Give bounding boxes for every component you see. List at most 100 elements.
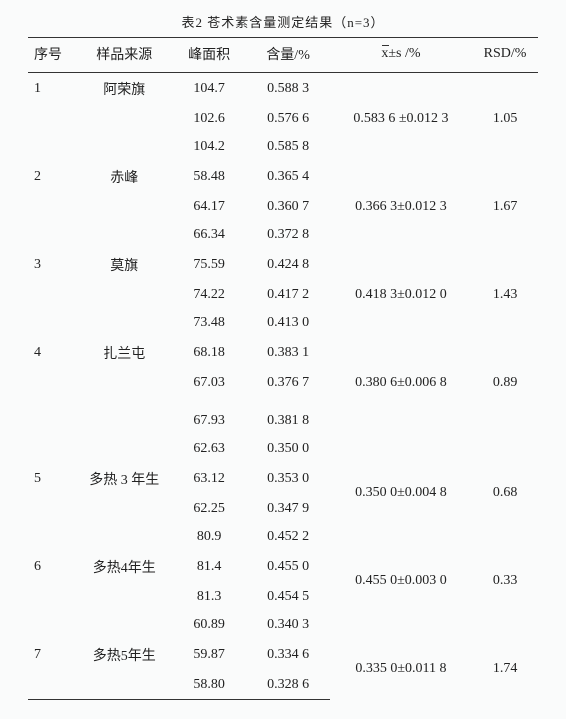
table-row: 73.480.413 0 <box>28 309 538 337</box>
cell-content: 0.424 8 <box>246 249 329 281</box>
cell-xs <box>330 133 472 161</box>
cell-seq <box>28 221 76 249</box>
cell-source <box>76 193 171 221</box>
cell-seq: 1 <box>28 73 76 106</box>
table-row: 1阿荣旗104.70.588 3 <box>28 73 538 106</box>
cell-content: 0.365 4 <box>246 161 329 193</box>
cell-content: 0.381 8 <box>246 397 329 435</box>
cell-area: 80.9 <box>172 523 246 551</box>
cell-seq: 5 <box>28 463 76 495</box>
cell-source <box>76 221 171 249</box>
cell-source: 多热5年生 <box>76 639 171 671</box>
cell-content: 0.383 1 <box>246 337 329 369</box>
cell-rsd <box>472 133 538 161</box>
table-row: 4扎兰屯68.180.383 1 <box>28 337 538 369</box>
cell-content: 0.328 6 <box>246 671 329 700</box>
table-row: 74.220.417 20.418 3±0.012 01.43 <box>28 281 538 309</box>
cell-xs: 0.366 3±0.012 3 <box>330 193 472 221</box>
cell-area: 60.89 <box>172 611 246 639</box>
cell-rsd <box>472 309 538 337</box>
table-caption: 表2 苍术素含量测定结果（n=3） <box>28 12 538 31</box>
cell-xs <box>330 221 472 249</box>
table-row: 5多热 3 年生63.120.353 00.350 0±0.004 80.68 <box>28 463 538 495</box>
cell-area: 62.25 <box>172 495 246 523</box>
cell-seq: 3 <box>28 249 76 281</box>
cell-source <box>76 133 171 161</box>
cell-seq <box>28 133 76 161</box>
cell-seq <box>28 193 76 221</box>
table-row: 104.20.585 8 <box>28 133 538 161</box>
cell-area: 64.17 <box>172 193 246 221</box>
cell-area: 62.63 <box>172 435 246 463</box>
cell-content: 0.350 0 <box>246 435 329 463</box>
cell-seq <box>28 281 76 309</box>
cell-xs <box>330 611 472 639</box>
cell-area: 67.93 <box>172 397 246 435</box>
cell-seq <box>28 435 76 463</box>
cell-area: 75.59 <box>172 249 246 281</box>
cell-xs <box>330 397 472 435</box>
cell-xs: 0.583 6 ±0.012 3 <box>330 105 472 133</box>
cell-rsd <box>472 611 538 639</box>
table-row: 80.90.452 2 <box>28 523 538 551</box>
cell-source: 多热 3 年生 <box>76 463 171 495</box>
cell-source <box>76 583 171 611</box>
cell-xs: 0.335 0±0.011 8 <box>330 639 472 700</box>
cell-seq: 7 <box>28 639 76 671</box>
col-xs: x±s /% <box>330 38 472 73</box>
col-seq: 序号 <box>28 38 76 73</box>
cell-area: 63.12 <box>172 463 246 495</box>
cell-area: 68.18 <box>172 337 246 369</box>
cell-content: 0.585 8 <box>246 133 329 161</box>
cell-xs: 0.418 3±0.012 0 <box>330 281 472 309</box>
cell-rsd: 0.68 <box>472 463 538 523</box>
col-rsd: RSD/% <box>472 38 538 73</box>
cell-rsd: 1.74 <box>472 639 538 700</box>
cell-seq: 4 <box>28 337 76 369</box>
cell-area: 81.4 <box>172 551 246 583</box>
cell-rsd: 1.43 <box>472 281 538 309</box>
cell-content: 0.588 3 <box>246 73 329 106</box>
cell-xs: 0.455 0±0.003 0 <box>330 551 472 611</box>
cell-content: 0.452 2 <box>246 523 329 551</box>
cell-source <box>76 495 171 523</box>
cell-seq <box>28 397 76 435</box>
xbar-symbol: x <box>381 46 388 62</box>
table-row: 66.340.372 8 <box>28 221 538 249</box>
cell-source: 赤峰 <box>76 161 171 193</box>
cell-area: 104.2 <box>172 133 246 161</box>
results-table: 序号 样品来源 峰面积 含量/% x±s /% RSD/% 1阿荣旗104.70… <box>28 37 538 700</box>
cell-source <box>76 369 171 397</box>
cell-source <box>76 671 171 700</box>
cell-area: 67.03 <box>172 369 246 397</box>
cell-content: 0.576 6 <box>246 105 329 133</box>
cell-seq <box>28 309 76 337</box>
cell-rsd: 1.67 <box>472 193 538 221</box>
cell-source: 莫旗 <box>76 249 171 281</box>
col-source: 样品来源 <box>76 38 171 73</box>
cell-content: 0.455 0 <box>246 551 329 583</box>
xs-suffix: ±s /% <box>388 46 420 61</box>
cell-rsd <box>472 435 538 463</box>
cell-xs: 0.380 6±0.006 8 <box>330 369 472 397</box>
cell-seq <box>28 583 76 611</box>
cell-source: 阿荣旗 <box>76 73 171 106</box>
cell-rsd: 0.89 <box>472 369 538 397</box>
table-row: 3莫旗75.590.424 8 <box>28 249 538 281</box>
cell-area: 58.80 <box>172 671 246 700</box>
cell-xs: 0.350 0±0.004 8 <box>330 463 472 523</box>
cell-content: 0.454 5 <box>246 583 329 611</box>
cell-seq <box>28 495 76 523</box>
table-row: 67.930.381 8 <box>28 397 538 435</box>
table-row: 6多热4年生81.40.455 00.455 0±0.003 00.33 <box>28 551 538 583</box>
table-row: 102.60.576 60.583 6 ±0.012 31.05 <box>28 105 538 133</box>
cell-rsd <box>472 337 538 369</box>
cell-seq <box>28 523 76 551</box>
table-row: 62.630.350 0 <box>28 435 538 463</box>
header-row: 序号 样品来源 峰面积 含量/% x±s /% RSD/% <box>28 38 538 73</box>
cell-xs <box>330 435 472 463</box>
cell-xs <box>330 523 472 551</box>
cell-rsd <box>472 397 538 435</box>
cell-rsd: 1.05 <box>472 105 538 133</box>
cell-source: 扎兰屯 <box>76 337 171 369</box>
